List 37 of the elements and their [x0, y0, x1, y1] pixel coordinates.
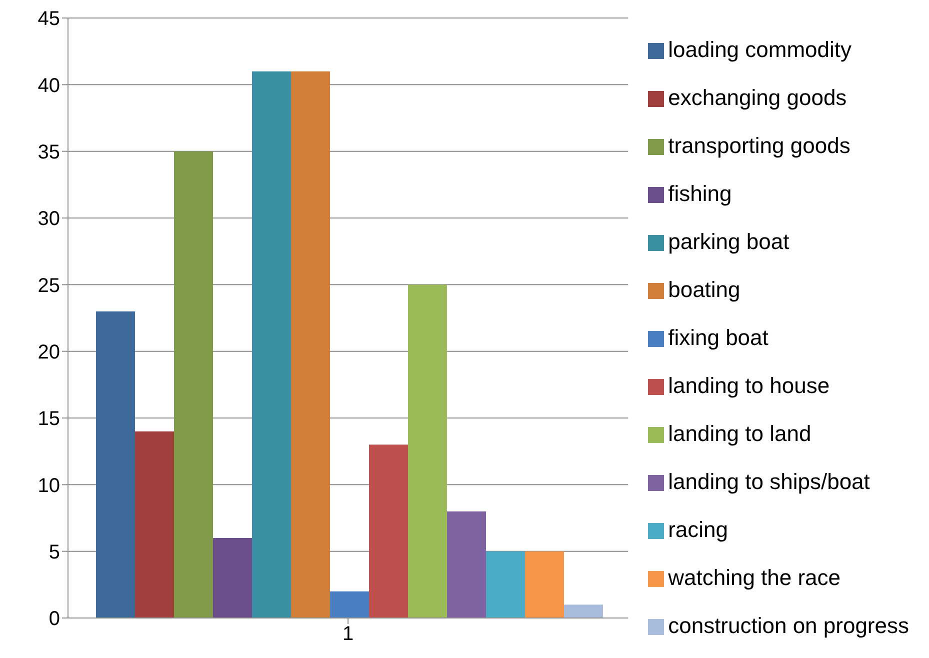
bar	[174, 151, 214, 618]
legend-label: watching the race	[668, 565, 841, 590]
y-tick-label: 40	[38, 74, 60, 97]
legend-label: construction on progress	[668, 613, 909, 638]
y-tick-label: 15	[38, 408, 60, 430]
legend-label: transporting goods	[668, 133, 850, 158]
legend-label: landing to ships/boat	[668, 469, 870, 494]
bar	[213, 538, 252, 618]
y-tick-label: 10	[38, 474, 60, 497]
legend-label: landing to land	[668, 421, 812, 446]
legend-label: fixing boat	[668, 325, 768, 350]
bar	[330, 591, 370, 618]
y-tick-label: 35	[38, 141, 60, 164]
y-tick-label: 45	[38, 8, 60, 30]
legend-label: fishing	[668, 181, 732, 206]
bar	[369, 444, 408, 618]
bar	[564, 604, 604, 618]
legend-label: boating	[668, 277, 740, 302]
x-tick-label: 1	[342, 623, 354, 646]
legend-label: loading commodity	[668, 37, 852, 62]
legend-label: parking boat	[668, 229, 790, 254]
y-tick-label: 5	[48, 541, 60, 564]
bar	[291, 71, 330, 618]
bar	[135, 431, 174, 618]
bar	[408, 284, 448, 618]
bar	[525, 551, 564, 618]
legend-label: landing to house	[668, 373, 830, 398]
y-tick-label: 0	[48, 608, 60, 630]
y-tick-label: 20	[38, 341, 60, 364]
legend-label: racing	[668, 517, 728, 542]
y-tick-label: 25	[38, 274, 60, 297]
legend-label: exchanging goods	[668, 85, 847, 110]
bar	[447, 511, 486, 618]
bar	[252, 71, 292, 618]
y-tick-label: 30	[38, 208, 60, 230]
bar	[96, 311, 136, 618]
bar	[486, 551, 526, 618]
